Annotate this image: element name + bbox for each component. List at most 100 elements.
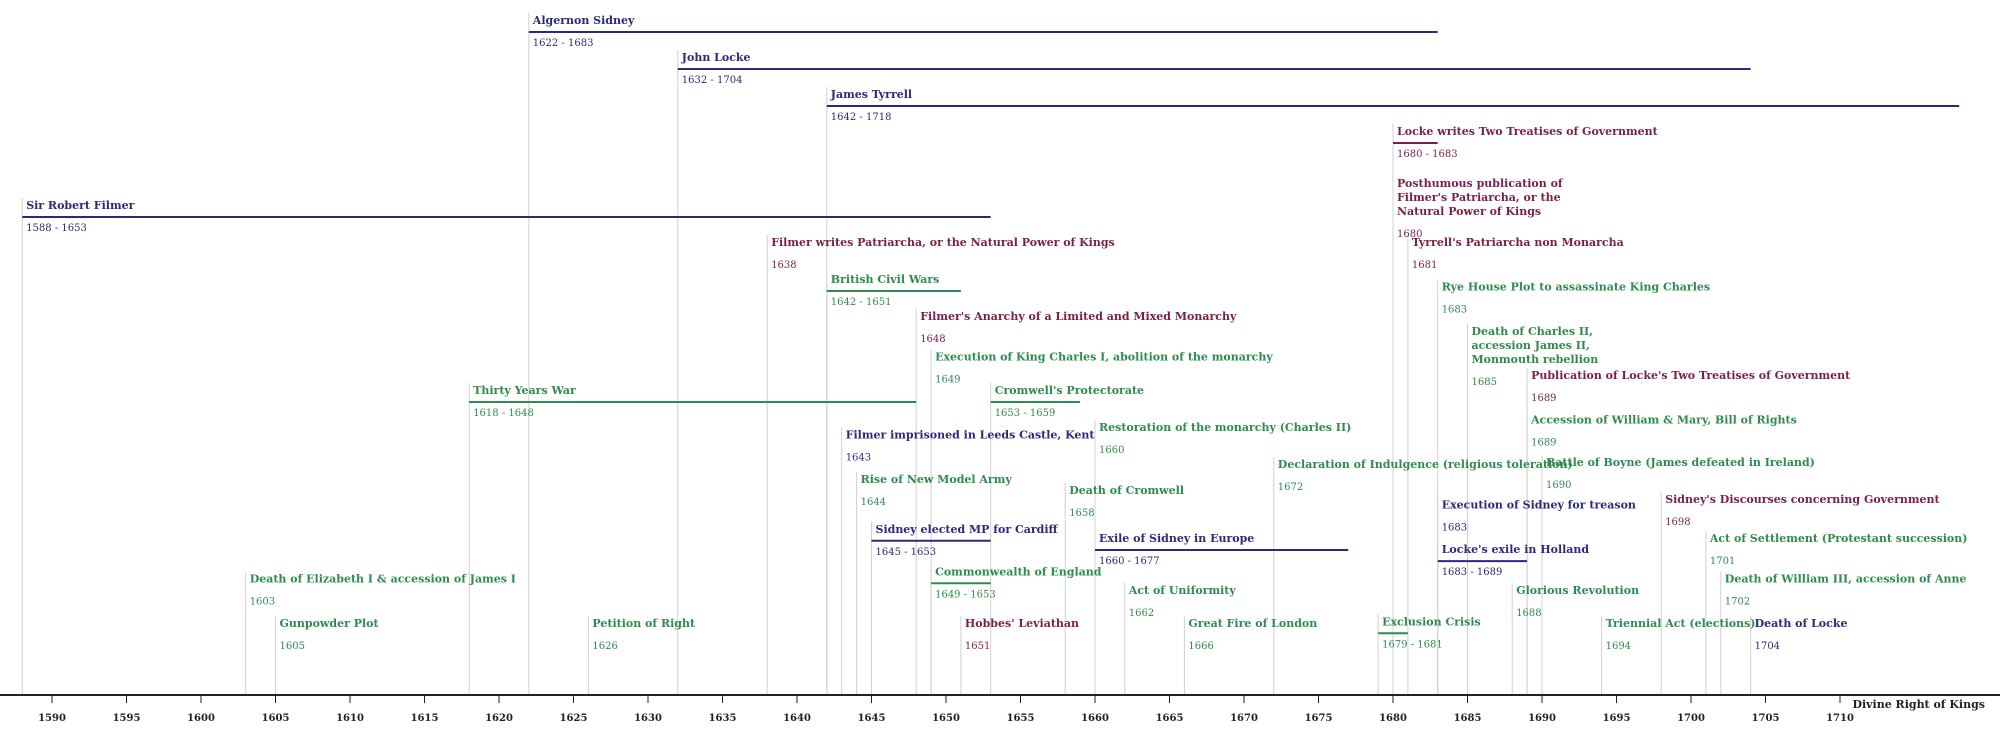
event-title: Hobbes' Leviathan (965, 617, 1079, 630)
event-dates: 1688 (1516, 608, 1541, 619)
event-dates: 1603 (250, 597, 275, 608)
timeline-event-hobbes-leviathan: Hobbes' Leviathan 1651 (965, 617, 1079, 652)
timeline-event-great-fire-of-london: Great Fire of London 1666 (1188, 617, 1317, 652)
event-title: Rye House Plot to assassinate King Charl… (1442, 280, 1710, 293)
timeline-event-petition-of-right: Petition of Right 1626 (592, 617, 696, 652)
timeline-event-rise-of-new-model-army: Rise of New Model Army 1644 (861, 473, 1013, 508)
event-title: Accession of William & Mary, Bill of Rig… (1530, 414, 1797, 427)
event-dates: 1689 (1531, 393, 1556, 404)
event-dates: 1689 (1531, 438, 1556, 449)
event-dates: 1679 - 1681 (1382, 639, 1443, 650)
event-dates: 1694 (1606, 641, 1631, 652)
timeline-event-death-of-locke: Death of Locke 1704 (1755, 617, 1848, 652)
timeline-event-algernon-sidney: Algernon Sidney 1622 - 1683 (528, 14, 1438, 49)
event-dates: 1645 - 1653 (876, 547, 937, 558)
timeline-event-act-of-uniformity: Act of Uniformity 1662 (1128, 584, 1237, 619)
timeline-event-act-of-settlement-protestant-succession: Act of Settlement (Protestant succession… (1709, 532, 1968, 567)
event-title: Tyrrell's Patriarcha non Monarcha (1412, 236, 1624, 249)
event-title: Death of Elizabeth I & accession of Jame… (250, 573, 516, 586)
event-title: Gunpowder Plot (280, 617, 380, 630)
event-title: Battle of Boyne (James defeated in Irela… (1546, 456, 1815, 469)
event-dates: 1588 - 1653 (26, 223, 87, 234)
event-title: Act of Uniformity (1128, 584, 1237, 597)
timeline-event-cromwell-s-protectorate: Cromwell's Protectorate 1653 - 1659 (990, 384, 1144, 419)
axis-tick-label: 1655 (1007, 713, 1035, 724)
event-title: Locke's exile in Holland (1442, 543, 1590, 556)
timeline-event-gunpowder-plot: Gunpowder Plot 1605 (280, 617, 380, 652)
event-layer: Algernon Sidney 1622 - 1683 John Locke 1632… (22, 14, 1967, 652)
timeline-event-death-of-cromwell: Death of Cromwell 1658 (1069, 484, 1184, 519)
event-title: John Locke (681, 51, 751, 64)
event-dates: 1643 (846, 452, 871, 463)
time-axis: 1590 1595 1600 1605 1610 1615 1620 1625 1630 1635… (0, 694, 2000, 724)
timeline-event-filmer-s-anarchy-of-a-limited-and-mixed-monarchy: Filmer's Anarchy of a Limited and Mixed … (920, 310, 1237, 345)
axis-tick-label: 1590 (38, 713, 66, 724)
event-title: Sir Robert Filmer (26, 199, 134, 212)
event-dates: 1644 (861, 497, 886, 508)
event-title: James Tyrrell (830, 88, 912, 101)
event-dates: 1632 - 1704 (682, 75, 743, 86)
event-title: Exile of Sidney in Europe (1099, 532, 1254, 545)
event-dates: 1618 - 1648 (473, 408, 534, 419)
event-dates: 1626 (592, 641, 617, 652)
event-title: British Civil Wars (831, 273, 940, 286)
axis-tick-label: 1635 (709, 713, 737, 724)
event-title: Exclusion Crisis (1382, 615, 1481, 628)
timeline-event-john-locke: John Locke 1632 - 1704 (677, 51, 1751, 86)
axis-tick-label: 1695 (1603, 713, 1631, 724)
event-dates: 1704 (1755, 641, 1780, 652)
event-dates: 1651 (965, 641, 990, 652)
event-dates: 1698 (1665, 517, 1690, 528)
event-title: Rise of New Model Army (861, 473, 1013, 486)
event-dates: 1605 (280, 641, 305, 652)
axis-tick-label: 1650 (932, 713, 960, 724)
axis-tick-label: 1640 (783, 713, 811, 724)
event-title: Publication of Locke's Two Treatises of … (1531, 369, 1851, 382)
timeline-event-accession-of-william-mary-bill-of-rights: Accession of William & Mary, Bill of Rig… (1530, 414, 1797, 449)
axis-tick-label: 1680 (1379, 713, 1407, 724)
guide-lines (21, 13, 1752, 695)
event-dates: 1685 (1472, 377, 1497, 388)
axis-tick-label: 1595 (113, 713, 141, 724)
timeline-event-commonwealth-of-england: Commonwealth of England 1649 - 1653 (931, 565, 1102, 600)
timeline-event-tyrrell-s-patriarcha-non-monarcha: Tyrrell's Patriarcha non Monarcha 1681 (1412, 236, 1624, 271)
event-dates: 1642 - 1718 (831, 112, 892, 123)
event-title: Posthumous publication of Filmer's Patria… (1397, 177, 1564, 218)
timeline-event-locke-writes-two-treatises-of-government: Locke writes Two Treatises of Government… (1393, 125, 1659, 160)
timeline-event-glorious-revolution: Glorious Revolution 1688 (1516, 584, 1639, 619)
timeline-event-publication-of-locke-s-two-treatises-of-government: Publication of Locke's Two Treatises of … (1531, 369, 1851, 404)
timeline-event-filmer-imprisoned-in-leeds-castle-kent: Filmer imprisoned in Leeds Castle, Kent 1… (846, 428, 1096, 463)
event-dates: 1638 (771, 260, 796, 271)
event-title: Filmer writes Patriarcha, or the Natural… (771, 236, 1115, 249)
axis-tick-label: 1610 (336, 713, 364, 724)
event-title: Sidney elected MP for Cardiff (876, 523, 1059, 536)
event-title: Restoration of the monarchy (Charles II) (1099, 421, 1351, 434)
event-dates: 1683 (1442, 304, 1467, 315)
event-title: Triennial Act (elections) (1606, 617, 1756, 630)
axis-tick-label: 1690 (1528, 713, 1556, 724)
event-dates: 1681 (1412, 260, 1437, 271)
event-dates: 1680 (1397, 229, 1422, 240)
event-title: Thirty Years War (473, 384, 576, 397)
event-title: Cromwell's Protectorate (995, 384, 1144, 397)
event-title: Death of Charles II, accession James II, M… (1472, 325, 1599, 366)
event-dates: 1662 (1129, 608, 1154, 619)
timeline-title: Divine Right of Kings (1852, 698, 1985, 711)
event-dates: 1648 (920, 334, 945, 345)
timeline-event-sidney-s-discourses-concerning-government: Sidney's Discourses concerning Governmen… (1665, 493, 1940, 528)
event-dates: 1653 - 1659 (995, 408, 1056, 419)
axis-tick-label: 1700 (1677, 713, 1705, 724)
event-dates: 1683 (1442, 523, 1467, 534)
event-dates: 1622 - 1683 (533, 38, 594, 49)
event-title: Petition of Right (592, 617, 696, 630)
timeline-event-thirty-years-war: Thirty Years War 1618 - 1648 (469, 384, 917, 419)
event-title: Death of Locke (1755, 617, 1848, 630)
timeline-event-sir-robert-filmer: Sir Robert Filmer 1588 - 1653 (22, 199, 991, 234)
timeline-event-filmer-writes-patriarcha-or-the-natural-power-of-kings: Filmer writes Patriarcha, or the Natural… (771, 236, 1115, 271)
axis-tick-label: 1605 (262, 713, 290, 724)
timeline-event-death-of-elizabeth-i-accession-of-james-i: Death of Elizabeth I & accession of Jame… (250, 573, 516, 608)
axis-tick-label: 1685 (1454, 713, 1482, 724)
event-dates: 1642 - 1651 (831, 297, 892, 308)
axis-tick-label: 1625 (560, 713, 588, 724)
